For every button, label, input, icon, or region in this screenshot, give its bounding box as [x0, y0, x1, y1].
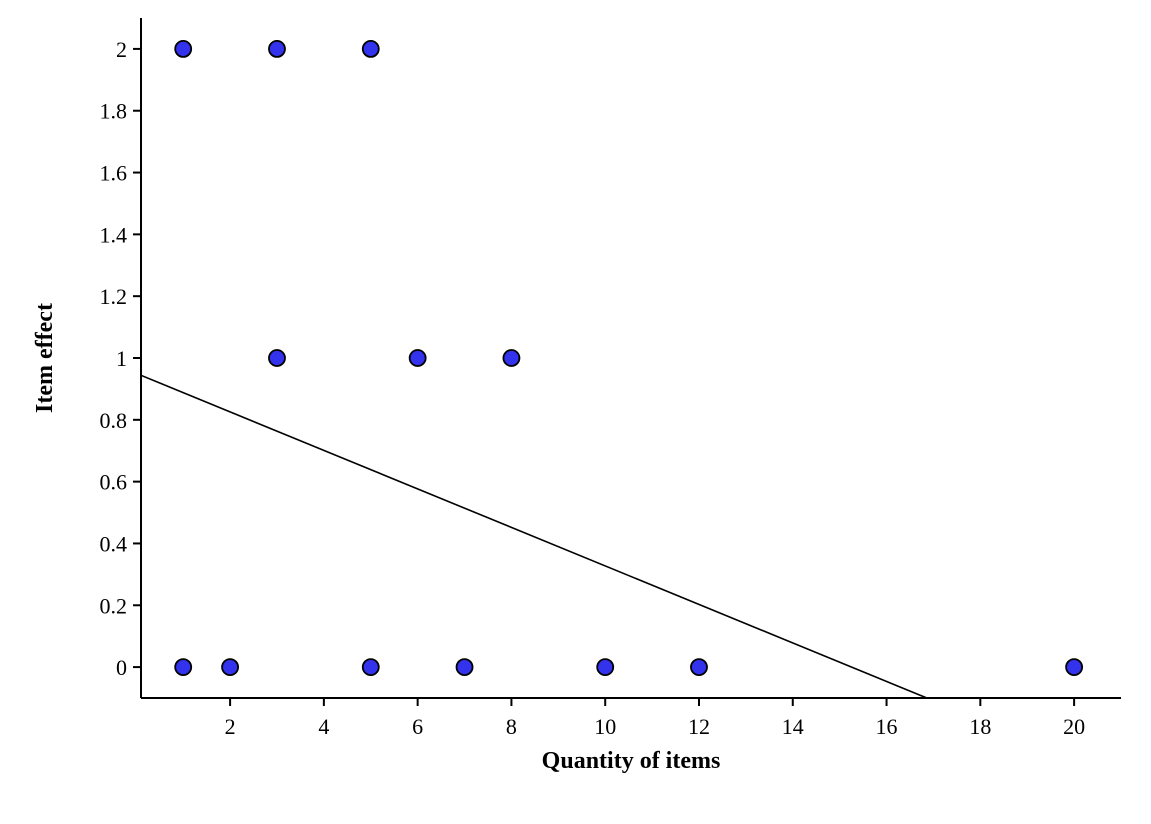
data-points: [174, 40, 1084, 676]
x-tick-label: 20: [1063, 714, 1085, 739]
x-tick-label: 16: [876, 714, 898, 739]
x-tick-label: 8: [506, 714, 517, 739]
x-axis-ticks: 2 4 6 8 10 12 14 16 18 20: [225, 698, 1085, 739]
y-axis-ticks: 0 0.2 0.4 0.6 0.8 1 1.2 1.4 1.6 1.8 2: [100, 37, 141, 680]
y-tick-label: 1.6: [100, 161, 128, 186]
y-tick-label: 2: [116, 37, 127, 62]
data-point: [361, 658, 380, 676]
y-tick-label: 0: [116, 655, 127, 680]
y-tick-label: 1: [116, 346, 127, 371]
y-tick-label: 1.8: [100, 99, 128, 124]
data-point: [268, 349, 286, 367]
data-point: [174, 658, 193, 676]
x-tick-label: 6: [412, 714, 423, 739]
data-point: [1065, 658, 1084, 676]
data-point: [174, 40, 193, 58]
trend-line: [140, 374, 928, 699]
y-tick-label: 0.8: [100, 408, 128, 433]
x-tick-label: 2: [225, 714, 236, 739]
y-tick-label: 0.4: [100, 531, 128, 556]
axes: [140, 18, 1121, 699]
x-tick-label: 18: [969, 714, 991, 739]
data-point: [221, 658, 239, 676]
data-point: [502, 349, 521, 367]
y-axis-title: Item effect: [32, 303, 58, 413]
x-tick-label: 10: [594, 714, 616, 739]
x-tick-label: 14: [782, 714, 804, 739]
data-point: [268, 40, 286, 58]
data-point: [408, 349, 427, 367]
data-point: [596, 658, 615, 676]
x-axis-title: Quantity of items: [542, 748, 721, 774]
y-tick-label: 1.2: [100, 284, 128, 309]
y-tick-label: 1.4: [100, 222, 128, 247]
data-point: [361, 40, 380, 58]
data-point: [690, 658, 708, 676]
x-tick-label: 12: [688, 714, 710, 739]
x-tick-label: 4: [318, 714, 329, 739]
data-point: [455, 658, 474, 676]
trend-line-group: [140, 374, 928, 699]
y-tick-label: 0.6: [100, 470, 128, 495]
y-tick-label: 0.2: [100, 593, 128, 618]
